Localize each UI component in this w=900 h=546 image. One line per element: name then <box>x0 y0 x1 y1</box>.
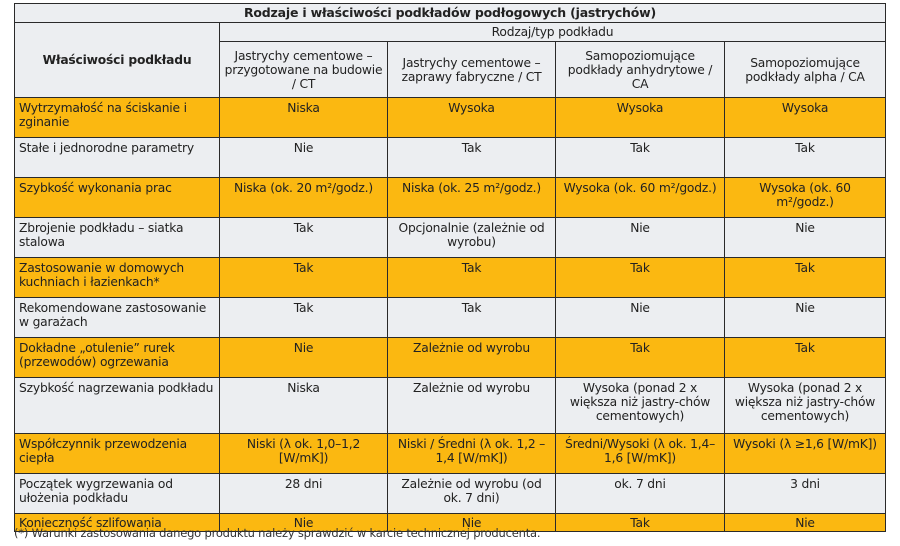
table-cell: Opcjonalnie (zależnie od wyrobu) <box>387 217 556 258</box>
table-cell: 28 dni <box>219 473 388 514</box>
table-cell: Niska <box>219 97 388 138</box>
row-label: Zbrojenie podkładu – siatka stalowa <box>14 217 220 258</box>
table-cell: Tak <box>555 337 725 378</box>
column-header: Jastrychy cementowe – zaprawy fabryczne … <box>387 41 556 98</box>
row-label: Rekomendowane zastosowanie w garażach <box>14 297 220 338</box>
row-label: Współczynnik przewodzenia ciepła <box>14 433 220 474</box>
table-cell: Wysoki (λ ≥1,6 [W/mK]) <box>723 433 887 474</box>
row-label: Wytrzymałość na ściskanie i zginanie <box>14 97 220 138</box>
table-cell: Wysoka (ponad 2 x większa niż jastry-chó… <box>555 377 725 434</box>
row-label: Dokładne „otulenie” rurek (przewodów) og… <box>14 337 220 378</box>
table-cell: Nie <box>555 217 725 258</box>
table-cell: Niska (ok. 20 m²/godz.) <box>219 177 388 218</box>
table-row: Zastosowanie w domowych kuchniach i łazi… <box>14 257 887 298</box>
row-label: Zastosowanie w domowych kuchniach i łazi… <box>14 257 220 298</box>
table-cell: Wysoka <box>723 97 887 138</box>
table-cell: Zależnie od wyrobu <box>387 377 556 434</box>
column-header: Samopoziomujące podkłady anhydrytowe / C… <box>555 41 725 98</box>
table-cell: Niski (λ ok. 1,0–1,2 [W/mK]) <box>219 433 388 474</box>
row-label: Początek wygrzewania od ułożenia podkład… <box>14 473 220 514</box>
table-cell: Wysoka (ok. 60 m²/godz.) <box>723 177 887 218</box>
table-row: Dokładne „otulenie” rurek (przewodów) og… <box>14 337 887 378</box>
row-label: Konieczność szlifowania <box>14 513 220 532</box>
footnote: (*) Warunki zastosowania danego produktu… <box>14 526 541 540</box>
table-row: Początek wygrzewania od ułożenia podkład… <box>14 473 887 514</box>
table-cell: Tak <box>219 257 388 298</box>
table-cell: Nie <box>555 297 725 338</box>
table-cell: Nie <box>219 137 388 178</box>
table-cell: Wysoka (ponad 2 x większa niż jastry-chó… <box>723 377 887 434</box>
table-cell: Tak <box>387 297 556 338</box>
table-cell: ok. 7 dni <box>555 473 725 514</box>
table-row: Wytrzymałość na ściskanie i zginanie Nisk… <box>14 97 887 138</box>
table-cell: 3 dni <box>723 473 887 514</box>
table-cell: Nie <box>723 513 887 532</box>
table-cell: Tak <box>387 257 556 298</box>
table-cell: Nie <box>387 513 556 532</box>
row-label: Stałe i jednorodne parametry <box>14 137 220 178</box>
table-cell: Niska (ok. 25 m²/godz.) <box>387 177 556 218</box>
row-label: Szybkość wykonania prac <box>14 177 220 218</box>
table-cell: Tak <box>219 217 388 258</box>
properties-table: Rodzaje i właściwości podkładów podłogow… <box>13 3 887 532</box>
table-cell: Tak <box>555 513 725 532</box>
table-cell: Tak <box>555 137 725 178</box>
table-row: Zbrojenie podkładu – siatka stalowa Tak Op… <box>14 217 887 258</box>
type-header: Rodzaj/typ podkładu <box>218 22 887 42</box>
table-cell: Nie <box>219 337 388 378</box>
table-title: Rodzaje i właściwości podkładów podłogow… <box>13 3 887 23</box>
table-cell: Wysoka (ok. 60 m²/godz.) <box>555 177 725 218</box>
table-cell: Średni/Wysoki (λ ok. 1,4–1,6 [W/mK]) <box>555 433 725 474</box>
table-cell: Wysoka <box>387 97 556 138</box>
column-header: Samopoziomujące podkłady alpha / CA <box>723 41 887 98</box>
table-row: Współczynnik przewodzenia ciepła Niski (λ… <box>14 433 887 474</box>
table-cell: Tak <box>555 257 725 298</box>
table-cell: Wysoka <box>555 97 725 138</box>
table-cell: Nie <box>723 297 887 338</box>
table-cell: Niski / Średni (λ ok. 1,2 – 1,4 [W/mK]) <box>387 433 556 474</box>
table-cell: Tak <box>387 137 556 178</box>
table-row: Stałe i jednorodne parametry Nie Tak Tak Tak <box>14 137 887 178</box>
table-cell: Nie <box>219 513 388 532</box>
table-cell: Tak <box>219 297 388 338</box>
table-row: Szybkość wykonania prac Niska (ok. 20 m²/… <box>14 177 887 218</box>
table-cell: Tak <box>723 137 887 178</box>
row-label: Szybkość nagrzewania podkładu <box>14 377 220 434</box>
column-header: Jastrychy cementowe – przygotowane na bu… <box>219 41 388 98</box>
table-row: Konieczność szlifowania Nie Nie Tak Nie <box>14 513 887 532</box>
table-cell: Tak <box>723 257 887 298</box>
table-cell: Tak <box>723 337 887 378</box>
table-cell: Zależnie od wyrobu <box>387 337 556 378</box>
property-header: Właściwości podkładu <box>14 22 220 98</box>
table-cell: Zależnie od wyrobu (od ok. 7 dni) <box>387 473 556 514</box>
table-row: Rekomendowane zastosowanie w garażach Tak… <box>14 297 887 338</box>
table-cell: Niska <box>219 377 388 434</box>
table-cell: Nie <box>723 217 887 258</box>
table-row: Szybkość nagrzewania podkładu Niska Zależn… <box>14 377 887 434</box>
